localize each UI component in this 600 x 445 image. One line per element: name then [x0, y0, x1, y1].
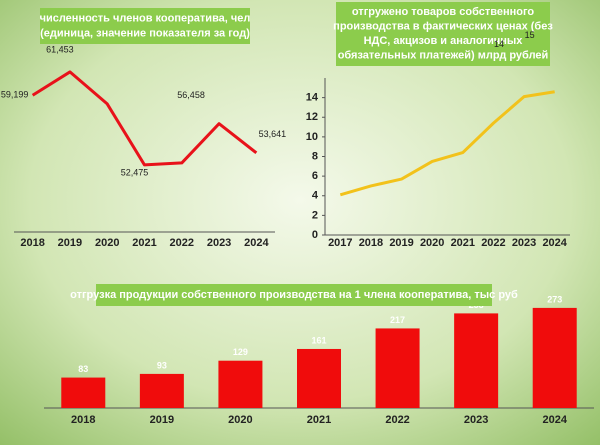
bar [139, 373, 184, 408]
y-tick-label: 6 [312, 170, 318, 182]
title-box [96, 284, 492, 306]
chart-title: отгружено товаров собственного [352, 6, 535, 18]
bar [454, 313, 499, 408]
x-tick-label: 2024 [542, 414, 567, 426]
data-label: 161 [311, 335, 326, 345]
data-label: 273 [547, 294, 562, 304]
data-label: 59,199 [1, 90, 29, 100]
chart-title: производства в фактических ценах (без [333, 21, 553, 33]
bar [532, 307, 577, 408]
x-tick-label: 2021 [307, 414, 331, 426]
x-tick-label: 2022 [385, 414, 409, 426]
y-tick-label: 4 [312, 190, 319, 202]
x-tick-label: 2018 [71, 414, 95, 426]
x-tick-label: 2023 [207, 237, 231, 249]
chart-title: НДС, акцизов и аналогичных [364, 35, 524, 47]
data-label: 129 [233, 347, 248, 357]
y-tick-label: 2 [312, 209, 318, 221]
x-tick-label: 2020 [95, 237, 119, 249]
bar [297, 348, 341, 408]
chart-title: численность членов кооператива, чел [40, 12, 251, 24]
x-tick-label: 2023 [512, 237, 536, 249]
chart-title: (единица, значение показателя за год) [40, 27, 250, 39]
y-tick-label: 8 [312, 150, 318, 162]
data-label: 56,458 [177, 90, 205, 100]
y-tick-label: 0 [312, 229, 318, 241]
y-tick-label: 12 [306, 111, 318, 123]
data-label: 93 [157, 360, 167, 370]
bar [61, 377, 106, 408]
x-tick-label: 2023 [464, 414, 488, 426]
data-label: 14 [494, 39, 504, 49]
bar [218, 360, 263, 408]
x-tick-label: 2019 [150, 414, 174, 426]
x-tick-label: 2019 [58, 237, 82, 249]
data-label: 61,453 [46, 44, 74, 54]
chart-title: обязательных платежей) млрд рублей [338, 50, 549, 62]
title-box [336, 2, 550, 66]
x-tick-label: 2019 [389, 237, 413, 249]
y-tick-label: 10 [306, 131, 318, 143]
chart-title: отгрузка продукции собственного производ… [70, 289, 518, 301]
x-tick-label: 2020 [420, 237, 444, 249]
bar [375, 328, 420, 408]
x-tick-label: 2024 [542, 237, 567, 249]
title-box [40, 8, 250, 44]
x-tick-label: 2021 [132, 237, 156, 249]
x-tick-label: 2021 [451, 237, 475, 249]
data-label: 15 [525, 30, 535, 40]
data-label: 83 [78, 364, 88, 374]
x-tick-label: 2024 [244, 237, 269, 249]
data-label: 53,641 [259, 129, 287, 139]
x-tick-label: 2017 [328, 237, 352, 249]
y-tick-label: 14 [306, 92, 319, 104]
x-tick-label: 2018 [359, 237, 383, 249]
x-tick-label: 2018 [20, 237, 44, 249]
x-tick-label: 2022 [481, 237, 505, 249]
data-label: 52,475 [121, 167, 149, 177]
line [339, 90, 555, 197]
x-tick-label: 2022 [170, 237, 194, 249]
data-label: 217 [390, 315, 405, 325]
x-tick-label: 2020 [228, 414, 252, 426]
line [31, 70, 258, 167]
